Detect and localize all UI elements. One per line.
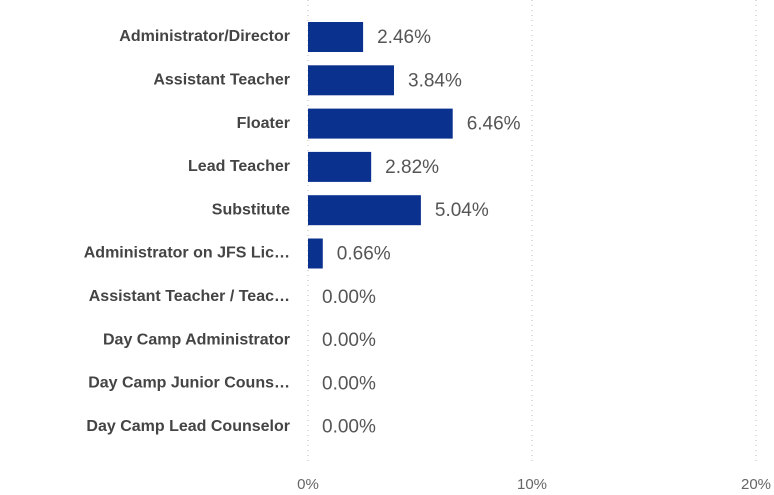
value-label: 6.46%: [467, 114, 521, 135]
category-label: Assistant Teacher / Teac…: [89, 288, 290, 305]
value-label: 0.00%: [322, 330, 376, 351]
x-tick-label: 0%: [297, 476, 319, 493]
category-label: Day Camp Junior Couns…: [88, 375, 290, 392]
value-label: 0.66%: [337, 244, 391, 265]
category-label: Day Camp Lead Counselor: [86, 418, 290, 435]
value-label: 0.00%: [322, 287, 376, 308]
category-label: Administrator on JFS Lic…: [84, 245, 290, 262]
value-label: 2.82%: [385, 157, 439, 178]
value-label: 2.46%: [377, 27, 431, 48]
category-label: Substitute: [212, 201, 290, 218]
bar: [308, 22, 364, 52]
value-label: 3.84%: [408, 70, 462, 91]
x-tick-label: 10%: [517, 476, 547, 493]
value-label: 0.00%: [322, 373, 376, 394]
category-label: Administrator/Director: [119, 28, 290, 45]
value-label: 5.04%: [435, 200, 489, 221]
bar: [308, 238, 323, 269]
value-label: 0.00%: [322, 417, 376, 438]
bar: [308, 65, 395, 96]
x-tick-label: 20%: [741, 476, 771, 493]
bar: [308, 151, 372, 182]
category-label: Day Camp Administrator: [103, 331, 290, 348]
category-label: Lead Teacher: [188, 158, 290, 175]
bar: [308, 108, 453, 139]
bar: [308, 195, 421, 226]
category-label: Floater: [237, 115, 290, 132]
category-label: Assistant Teacher: [153, 72, 290, 89]
